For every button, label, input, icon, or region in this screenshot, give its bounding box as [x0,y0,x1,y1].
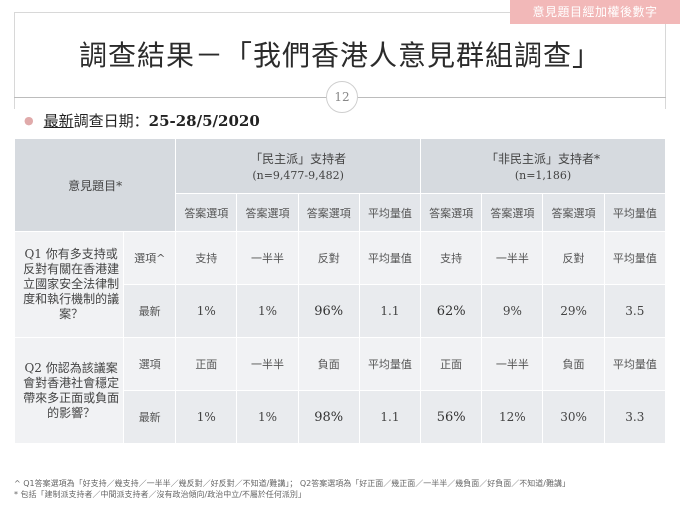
value-cell: 62% [421,285,482,337]
group-header-democrat: 「民主派」支持者 (n=9,477-9,482) [176,139,421,193]
group-header-non-democrat: 「非民主派」支持者* (n=1,186) [421,139,665,193]
row-label: 選項^ [124,232,176,284]
value-cell: 12% [482,391,543,443]
subheader-cell: 平均量值 [359,194,421,231]
option-cell: 反對 [298,232,359,284]
option-cell: 平均量值 [604,232,665,284]
group-name: 「非民主派」支持者* [486,152,601,166]
value-cell: 56% [421,391,482,443]
option-cell: 正面 [176,338,237,390]
row-label: 選項 [124,338,176,390]
value-cell: 98% [298,391,359,443]
value-cell: 3.5 [604,285,665,337]
subheader-cell: 答案選項 [237,194,298,231]
value-cell: 9% [482,285,543,337]
subheader-cell: 答案選項 [421,194,482,231]
value-cell: 96% [298,285,359,337]
row-label: 最新 [124,285,176,337]
results-table: 意見題目* 「民主派」支持者 (n=9,477-9,482) 「非民主派」支持者… [14,138,666,444]
value-cell: 1% [176,391,237,443]
footnotes: ^ Q1答案選項為「好支持／幾支持／一半半／幾反對／好反對／不知道/難講」； Q… [14,478,666,500]
group-n: (n=9,477-9,482) [252,169,344,182]
table-row: 最新 1% 1% 96% 1.1 62% 9% 29% 3.5 [15,285,665,337]
slide-title: 調查結果－「我們香港人意見群組調查」 [78,39,601,72]
value-cell: 1% [176,285,237,337]
value-cell: 1% [237,285,298,337]
bullet-icon: ● [24,114,34,127]
subheader-cell: 平均量值 [604,194,665,231]
table-row: Q1 你有多支持或反對有關在香港建立國家安全法律制度和執行機制的議案？ 選項^ … [15,232,665,337]
subheader-cell: 答案選項 [176,194,237,231]
date-value: 25-28/5/2020 [148,112,260,130]
value-cell: 1% [237,391,298,443]
value-cell: 29% [543,285,604,337]
option-cell: 平均量值 [359,338,421,390]
date-label-underlined: 最新 [43,112,74,130]
option-cell: 支持 [176,232,237,284]
value-cell: 1.1 [359,285,421,337]
value-cell: 3.3 [604,391,665,443]
survey-date: ● 最新調查日期：25-28/5/2020 [24,110,260,131]
option-cell: 一半半 [482,338,543,390]
option-cell: 平均量值 [604,338,665,390]
value-cell: 30% [543,391,604,443]
group-n: (n=1,186) [514,169,572,182]
option-cell: 一半半 [237,338,298,390]
title-frame [14,12,666,109]
question-text: Q1 你有多支持或反對有關在香港建立國家安全法律制度和執行機制的議案？ [15,232,124,337]
footnote-group: * 包括「建制派支持者／中間派支持者／沒有政治傾向/政治中立/不屬於任何派別」 [14,490,306,499]
option-cell: 一半半 [237,232,298,284]
subheader-cell: 答案選項 [543,194,604,231]
option-cell: 支持 [421,232,482,284]
option-cell: 正面 [421,338,482,390]
table-row: Q2 你認為該議案會對香港社會穩定帶來多正面或負面的影響？ 選項 正面 一半半 … [15,338,665,443]
option-cell: 一半半 [482,232,543,284]
group-name: 「民主派」支持者 [250,152,347,166]
option-cell: 平均量值 [359,232,421,284]
row-label: 最新 [124,391,176,443]
question-text: Q2 你認為該議案會對香港社會穩定帶來多正面或負面的影響？ [15,338,124,443]
value-cell: 1.1 [359,391,421,443]
footnote-options: ^ Q1答案選項為「好支持／幾支持／一半半／幾反對／好反對／不知道/難講」； Q… [14,479,570,488]
page-number-badge: 12 [326,81,358,113]
question-header: 意見題目* [15,139,176,231]
subheader-cell: 答案選項 [482,194,543,231]
corner-tag: 意見題目經加權後數字 [510,0,680,24]
subheader-cell: 答案選項 [298,194,359,231]
option-cell: 反對 [543,232,604,284]
option-cell: 負面 [543,338,604,390]
date-label: 調查日期： [73,112,149,130]
table-row: 最新 1% 1% 98% 1.1 56% 12% 30% 3.3 [15,391,665,443]
option-cell: 負面 [298,338,359,390]
